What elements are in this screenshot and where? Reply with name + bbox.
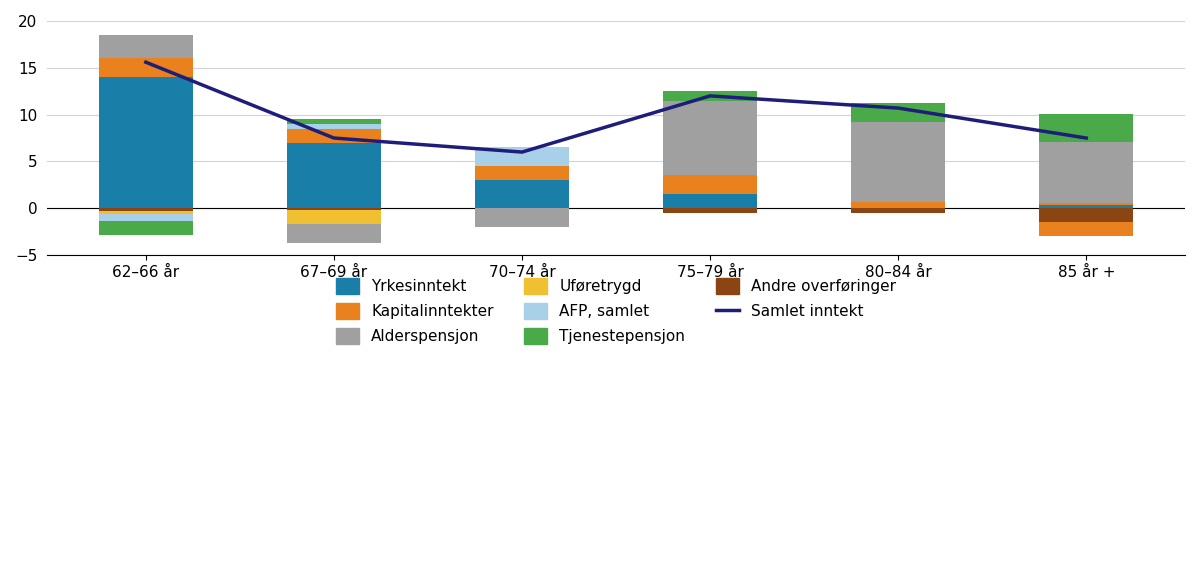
Bar — [287, 210, 380, 224]
Bar — [287, 208, 380, 210]
Bar — [287, 224, 380, 243]
Bar — [851, 201, 946, 208]
Legend: Yrkesinntekt, Kapitalinntekter, Alderspensjon, Uføretrygd, AFP, samlet, Tjeneste: Yrkesinntekt, Kapitalinntekter, Alderspe… — [330, 272, 902, 351]
Bar — [1039, 204, 1133, 208]
Bar — [98, 221, 193, 236]
Bar — [664, 194, 757, 208]
Bar — [851, 122, 946, 201]
Bar — [98, 214, 193, 221]
Bar — [98, 77, 193, 208]
Bar — [98, 35, 193, 59]
Bar — [287, 124, 380, 129]
Bar — [475, 208, 569, 227]
Bar — [664, 101, 757, 175]
Bar — [98, 211, 193, 214]
Bar — [664, 91, 757, 101]
Bar — [475, 147, 569, 166]
Bar — [475, 180, 569, 208]
Bar — [851, 208, 946, 213]
Bar — [1039, 142, 1133, 203]
Bar — [98, 208, 193, 211]
Bar — [287, 129, 380, 143]
Bar — [98, 59, 193, 77]
Bar — [851, 104, 946, 122]
Bar — [1039, 114, 1133, 142]
Bar — [1039, 203, 1133, 204]
Bar — [664, 208, 757, 213]
Bar — [1039, 208, 1133, 222]
Bar — [287, 143, 380, 208]
Bar — [287, 119, 380, 124]
Bar — [664, 175, 757, 194]
Bar — [1039, 222, 1133, 236]
Bar — [475, 166, 569, 180]
